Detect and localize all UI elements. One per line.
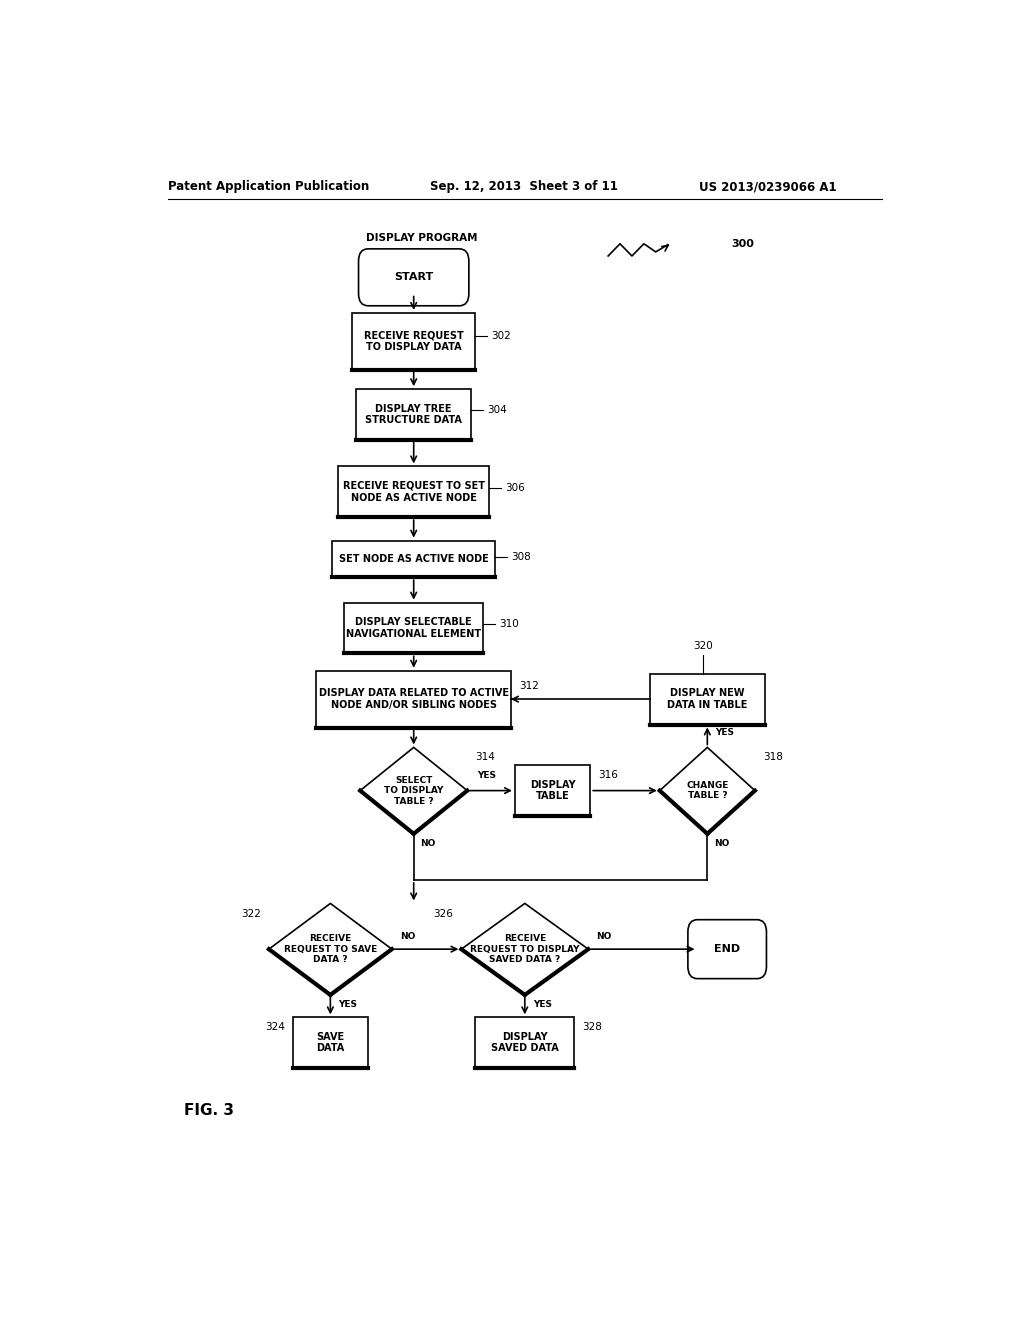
Text: RECEIVE
REQUEST TO SAVE
DATA ?: RECEIVE REQUEST TO SAVE DATA ? bbox=[284, 935, 377, 964]
Text: NO: NO bbox=[420, 840, 435, 847]
Text: NO: NO bbox=[596, 932, 611, 941]
Text: 328: 328 bbox=[583, 1022, 602, 1032]
Polygon shape bbox=[461, 903, 588, 995]
Bar bbox=[515, 766, 590, 816]
Text: 314: 314 bbox=[475, 752, 495, 763]
Text: YES: YES bbox=[477, 771, 496, 780]
Text: 326: 326 bbox=[433, 908, 454, 919]
Text: 322: 322 bbox=[241, 908, 261, 919]
Text: DISPLAY DATA RELATED TO ACTIVE
NODE AND/OR SIBLING NODES: DISPLAY DATA RELATED TO ACTIVE NODE AND/… bbox=[318, 688, 509, 710]
Text: DISPLAY TREE
STRUCTURE DATA: DISPLAY TREE STRUCTURE DATA bbox=[366, 404, 462, 425]
Text: 312: 312 bbox=[519, 681, 539, 690]
Polygon shape bbox=[269, 903, 392, 995]
Text: Sep. 12, 2013  Sheet 3 of 11: Sep. 12, 2013 Sheet 3 of 11 bbox=[430, 181, 617, 193]
Bar bbox=[352, 313, 475, 370]
Text: NO: NO bbox=[399, 932, 415, 941]
FancyBboxPatch shape bbox=[358, 249, 469, 306]
Bar bbox=[293, 1018, 368, 1068]
Text: DISPLAY SELECTABLE
NAVIGATIONAL ELEMENT: DISPLAY SELECTABLE NAVIGATIONAL ELEMENT bbox=[346, 618, 481, 639]
Text: RECEIVE REQUEST
TO DISPLAY DATA: RECEIVE REQUEST TO DISPLAY DATA bbox=[364, 330, 464, 352]
Text: 304: 304 bbox=[487, 405, 507, 416]
Bar bbox=[338, 466, 489, 517]
Text: RECEIVE REQUEST TO SET
NODE AS ACTIVE NODE: RECEIVE REQUEST TO SET NODE AS ACTIVE NO… bbox=[343, 480, 484, 503]
Bar bbox=[650, 673, 765, 725]
Text: 306: 306 bbox=[505, 483, 524, 492]
Text: DISPLAY PROGRAM: DISPLAY PROGRAM bbox=[367, 232, 477, 243]
Bar bbox=[316, 671, 511, 727]
Text: DISPLAY
TABLE: DISPLAY TABLE bbox=[529, 780, 575, 801]
Text: YES: YES bbox=[338, 1001, 357, 1008]
Text: CHANGE
TABLE ?: CHANGE TABLE ? bbox=[686, 781, 728, 800]
Text: 300: 300 bbox=[731, 239, 754, 248]
Text: SET NODE AS ACTIVE NODE: SET NODE AS ACTIVE NODE bbox=[339, 554, 488, 564]
Text: 318: 318 bbox=[763, 752, 782, 763]
Bar bbox=[475, 1018, 574, 1068]
Text: DISPLAY
SAVED DATA: DISPLAY SAVED DATA bbox=[490, 1032, 559, 1053]
Text: US 2013/0239066 A1: US 2013/0239066 A1 bbox=[699, 181, 837, 193]
Bar bbox=[333, 541, 495, 577]
Text: YES: YES bbox=[715, 729, 734, 738]
Text: END: END bbox=[714, 944, 740, 954]
Text: Patent Application Publication: Patent Application Publication bbox=[168, 181, 369, 193]
Bar bbox=[344, 602, 483, 653]
Text: 324: 324 bbox=[265, 1022, 285, 1032]
Text: 320: 320 bbox=[693, 642, 714, 651]
Polygon shape bbox=[360, 747, 467, 834]
Bar bbox=[356, 389, 471, 440]
Text: DISPLAY NEW
DATA IN TABLE: DISPLAY NEW DATA IN TABLE bbox=[668, 688, 748, 710]
Text: SELECT
TO DISPLAY
TABLE ?: SELECT TO DISPLAY TABLE ? bbox=[384, 776, 443, 805]
Text: 316: 316 bbox=[598, 771, 618, 780]
Text: RECEIVE
REQUEST TO DISPLAY
SAVED DATA ?: RECEIVE REQUEST TO DISPLAY SAVED DATA ? bbox=[470, 935, 580, 964]
Text: FIG. 3: FIG. 3 bbox=[183, 1104, 233, 1118]
Text: YES: YES bbox=[532, 1001, 552, 1008]
Text: NO: NO bbox=[714, 840, 729, 847]
Text: 302: 302 bbox=[492, 331, 511, 342]
Text: START: START bbox=[394, 272, 433, 282]
FancyBboxPatch shape bbox=[688, 920, 766, 978]
Polygon shape bbox=[659, 747, 755, 834]
Text: 310: 310 bbox=[499, 619, 519, 628]
Text: SAVE
DATA: SAVE DATA bbox=[316, 1032, 344, 1053]
Text: 308: 308 bbox=[511, 552, 530, 562]
